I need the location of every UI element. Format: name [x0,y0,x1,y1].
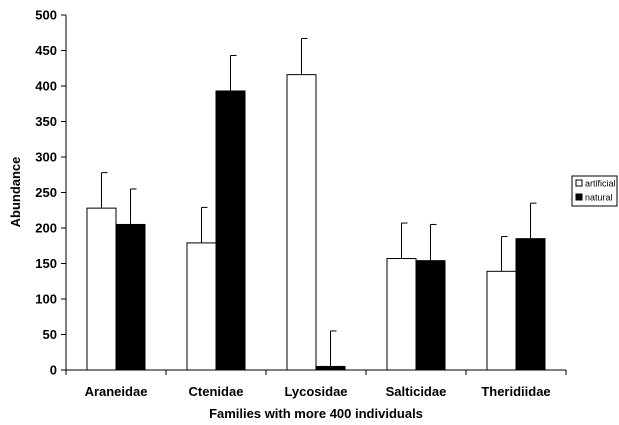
y-tick-label: 100 [35,292,57,307]
bar-artificial-ctenidae [186,242,217,371]
legend-swatch-artificial [575,179,583,187]
y-tick-label: 400 [35,79,57,94]
bar-artificial-theridiidae [486,270,517,371]
y-tick-label: 150 [35,256,57,271]
y-tick-label: 500 [35,8,57,23]
legend: artificial natural [571,175,618,207]
bar-artificial-araneidae [86,207,117,371]
x-tick-label: Lycosidae [284,384,347,399]
bar-artificial-salticidae [386,258,417,371]
x-tick-label: Ctenidae [189,384,244,399]
y-tick-label: 300 [35,150,57,165]
legend-label-natural: natural [585,193,613,203]
x-axis-title: Families with more 400 individuals [209,406,423,421]
bar-natural-salticidae [415,260,446,371]
bar-artificial-lycosidae [286,74,317,371]
y-axis-title: Abundance [8,157,23,228]
y-axis-ticks: 0 50 100 150 200 250 300 350 400 450 500 [35,8,66,378]
x-tick-label: Araneidae [85,384,148,399]
x-tick-label: Theridiidae [481,384,550,399]
y-tick-label: 350 [35,114,57,129]
x-axis-ticks: Araneidae Ctenidae Lycosidae Salticidae Ther… [65,370,567,399]
bar-natural-lycosidae [315,365,346,371]
x-tick-label: Salticidae [386,384,447,399]
bars [86,37,546,371]
legend-label-artificial: artificial [585,179,616,189]
bar-natural-theridiidae [515,238,546,371]
y-tick-label: 450 [35,43,57,58]
y-tick-label: 50 [43,327,57,342]
y-tick-label: 200 [35,221,57,236]
legend-swatch-natural [575,193,583,201]
y-tick-label: 0 [50,363,57,378]
y-tick-label: 250 [35,185,57,200]
bar-natural-araneidae [115,223,146,371]
bar-natural-ctenidae [215,90,246,371]
